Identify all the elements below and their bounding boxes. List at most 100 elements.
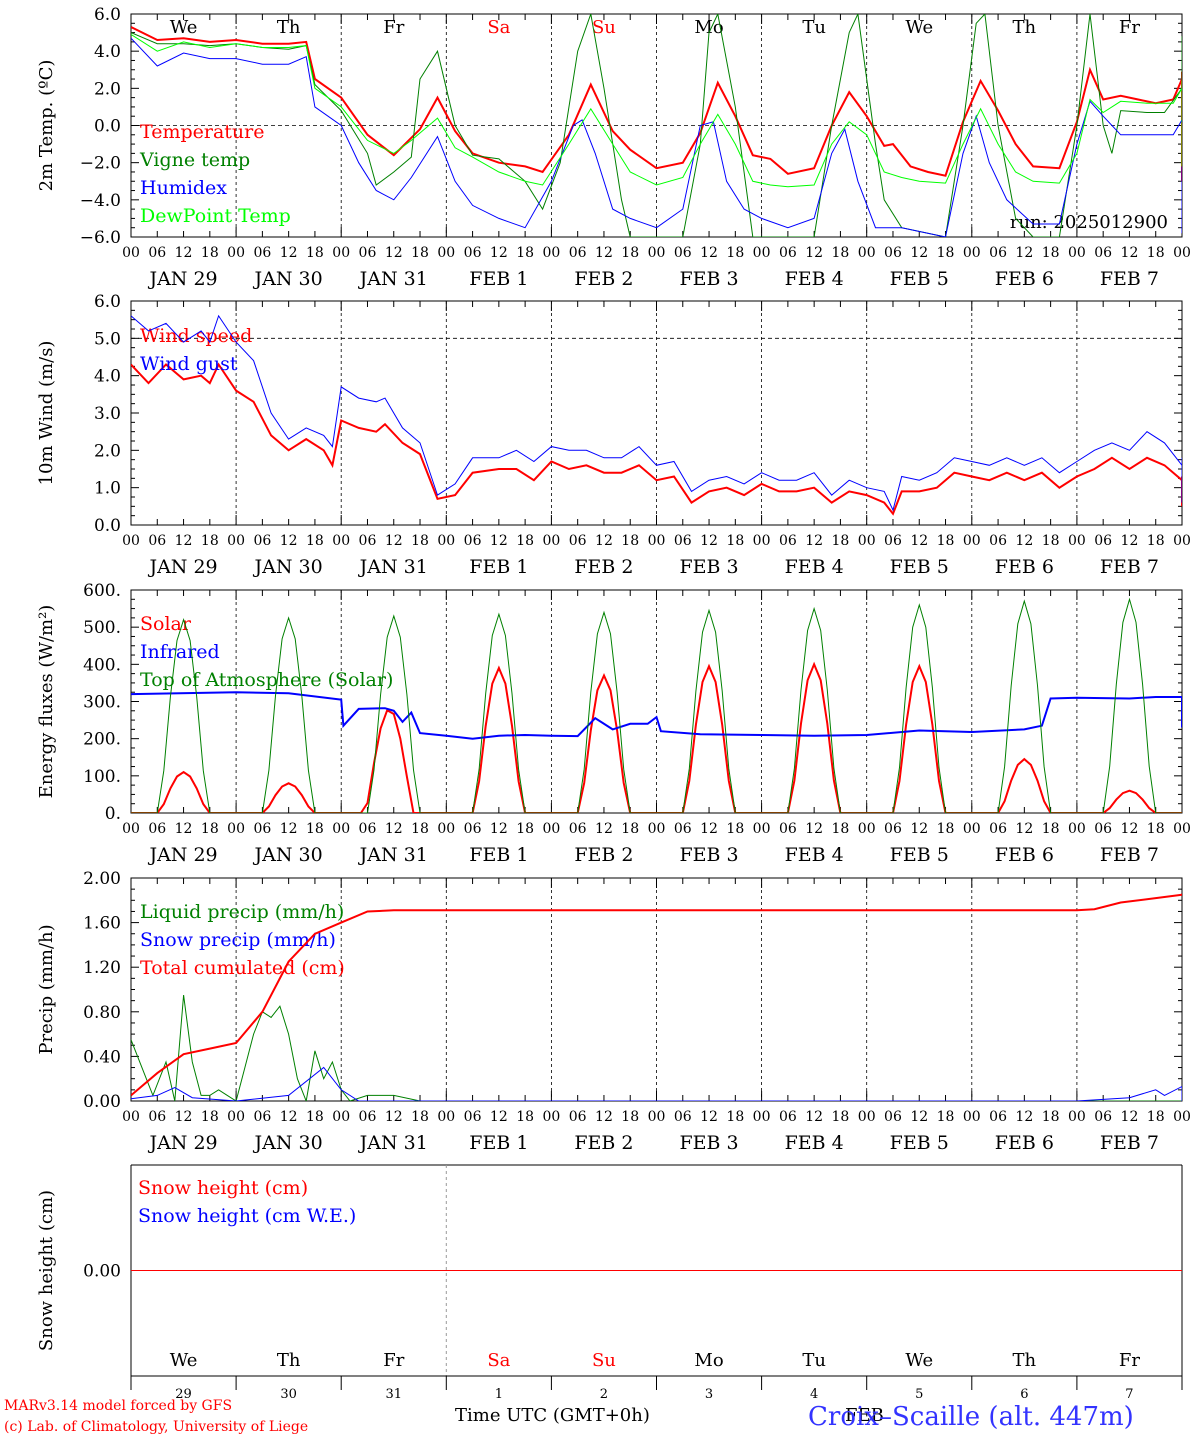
x-day-label: FEB 5 — [890, 1132, 949, 1154]
weekday-label: Su — [592, 17, 616, 38]
x-hour-label: 00 — [227, 1109, 245, 1125]
y-tick-label: 0. — [105, 804, 121, 824]
x-day-label: FEB 1 — [469, 556, 528, 578]
y-axis-label: Snow height (cm) — [36, 1190, 57, 1351]
station-title: Croix–Scaille (alt. 447m) — [808, 1402, 1134, 1432]
x-hour-label: 06 — [779, 1109, 797, 1125]
x-hour-label: 18 — [201, 245, 219, 261]
y-tick-label: 300. — [83, 693, 121, 713]
x-hour-label: 06 — [1094, 821, 1112, 837]
x-hour-label: 00 — [1173, 245, 1191, 261]
x-hour-label: 18 — [516, 533, 534, 549]
x-day-label: JAN 29 — [147, 268, 217, 290]
x-hour-label: 18 — [516, 1109, 534, 1125]
y-tick-label: 0.0 — [94, 117, 121, 137]
x-day-label: FEB 7 — [1100, 268, 1159, 290]
x-hour-label: 06 — [569, 245, 587, 261]
x-hour-label: 00 — [1173, 1109, 1191, 1125]
x-hour-label: 18 — [411, 1109, 429, 1125]
y-tick-label: 400. — [83, 655, 121, 675]
x-hour-label: 12 — [1015, 821, 1033, 837]
x-day-label: FEB 2 — [574, 844, 633, 866]
x-hour-label: 12 — [175, 1109, 193, 1125]
x-hour-label: 06 — [569, 821, 587, 837]
day-number-label: 3 — [705, 1387, 713, 1402]
day-number-label: 30 — [280, 1387, 297, 1402]
x-day-label: JAN 30 — [253, 268, 323, 290]
month-overlay: FEB — [845, 1405, 884, 1426]
weekday-label: Fr — [383, 1350, 404, 1371]
x-day-label: FEB 4 — [785, 1132, 844, 1154]
x-hour-label: 00 — [858, 1109, 876, 1125]
weekday-label: Mo — [694, 1350, 723, 1371]
x-hour-label: 00 — [753, 1109, 771, 1125]
x-hour-label: 00 — [437, 533, 455, 549]
legend-entry: Infrared — [140, 641, 220, 663]
y-tick-label: 0.00 — [83, 1262, 121, 1282]
x-hour-label: 00 — [332, 245, 350, 261]
x-hour-label: 18 — [306, 1109, 324, 1125]
day-number-label: 2 — [600, 1387, 608, 1402]
x-day-label: FEB 6 — [995, 556, 1054, 578]
x-hour-label: 00 — [963, 245, 981, 261]
x-hour-label: 00 — [332, 821, 350, 837]
x-hour-label: 00 — [1068, 533, 1086, 549]
plot-frame-wind — [130, 300, 1183, 526]
x-hour-label: 06 — [1094, 533, 1112, 549]
x-hour-label: 12 — [1121, 1109, 1139, 1125]
x-day-label: FEB 1 — [469, 268, 528, 290]
x-hour-label: 12 — [385, 245, 403, 261]
x-hour-label: 18 — [1042, 821, 1060, 837]
x-hour-label: 00 — [963, 1109, 981, 1125]
x-hour-label: 12 — [595, 821, 613, 837]
x-hour-label: 18 — [937, 245, 955, 261]
x-hour-label: 00 — [753, 533, 771, 549]
x-hour-label: 18 — [1147, 245, 1165, 261]
x-hour-label: 06 — [569, 1109, 587, 1125]
x-hour-label: 12 — [700, 533, 718, 549]
legend-entry: Wind gust — [140, 353, 238, 375]
x-hour-label: 18 — [726, 1109, 744, 1125]
x-hour-label: 00 — [437, 245, 455, 261]
series-line-wind-gust — [131, 314, 1182, 512]
weekday-label: We — [905, 1350, 933, 1371]
x-hour-label: 12 — [280, 821, 298, 837]
x-day-label: FEB 1 — [469, 844, 528, 866]
x-day-label: FEB 5 — [890, 844, 949, 866]
x-hour-label: 00 — [648, 1109, 666, 1125]
series-line-liquid-precip-mm-h — [131, 995, 1182, 1101]
x-hour-label: 06 — [989, 533, 1007, 549]
y-tick-label: 6.0 — [94, 5, 121, 25]
x-hour-label: 18 — [201, 533, 219, 549]
plot-frame-energy — [130, 589, 1183, 814]
x-hour-label: 06 — [779, 245, 797, 261]
x-hour-label: 06 — [148, 821, 166, 837]
x-hour-label: 12 — [280, 1109, 298, 1125]
x-hour-label: 06 — [253, 821, 271, 837]
x-hour-label: 12 — [910, 245, 928, 261]
x-day-label: JAN 31 — [358, 844, 428, 866]
x-hour-label: 12 — [595, 533, 613, 549]
x-day-label: FEB 3 — [679, 1132, 738, 1154]
weekday-label: Sa — [487, 17, 510, 38]
y-tick-label: 1.0 — [94, 479, 121, 499]
x-hour-label: 06 — [148, 533, 166, 549]
legend-entry: Temperature — [140, 121, 264, 143]
series-line-wind-speed — [131, 362, 1182, 516]
y-tick-label: 3.0 — [94, 404, 121, 424]
x-day-label: FEB 6 — [995, 268, 1054, 290]
x-day-label: JAN 30 — [253, 1132, 323, 1154]
x-day-label: JAN 31 — [358, 556, 428, 578]
x-hour-label: 06 — [253, 1109, 271, 1125]
x-hour-label: 12 — [175, 533, 193, 549]
legend-entry: Total cumulated (cm) — [140, 957, 345, 979]
weekday-label: Sa — [487, 1350, 510, 1371]
x-hour-label: 18 — [411, 821, 429, 837]
weekday-label: Fr — [1119, 17, 1140, 38]
x-hour-label: 18 — [832, 245, 850, 261]
x-day-label: FEB 7 — [1100, 844, 1159, 866]
y-tick-label: 0.00 — [83, 1092, 121, 1112]
x-hour-label: 00 — [648, 533, 666, 549]
x-hour-label: 18 — [1042, 1109, 1060, 1125]
